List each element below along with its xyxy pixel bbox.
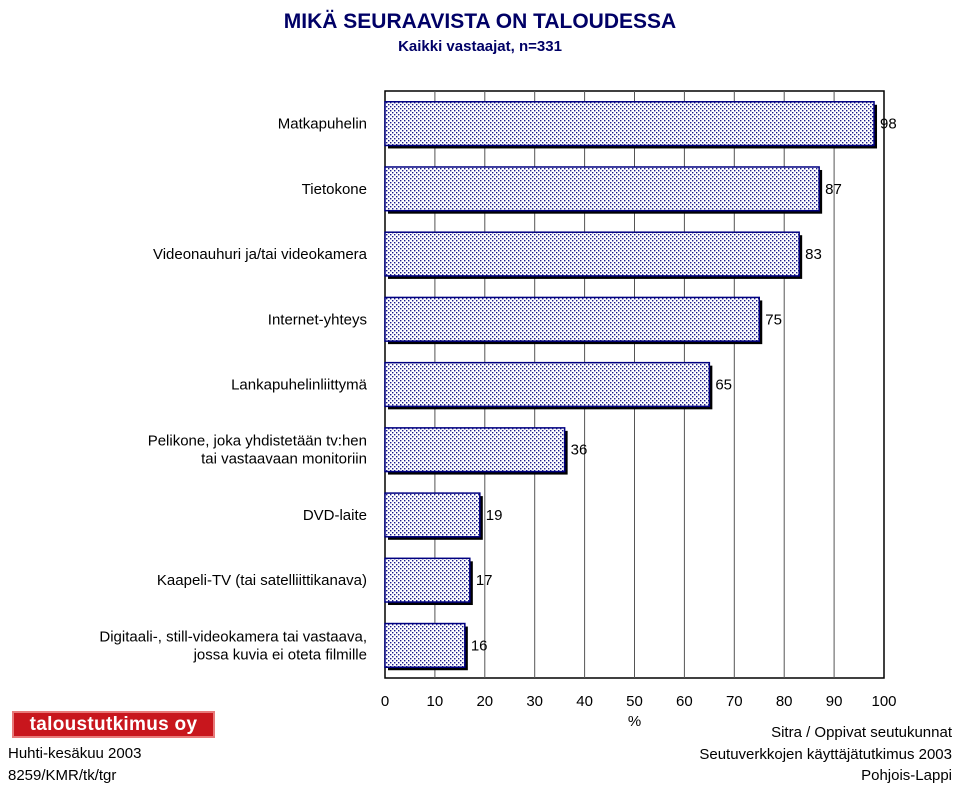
survey-code: 8259/KMR/tk/tgr: [8, 767, 117, 784]
x-tick-label: 90: [826, 693, 843, 710]
bar-value-label: 87: [825, 181, 842, 198]
category-label: Lankapuhelinliittymä: [231, 377, 368, 394]
source-line-3: Pohjois-Lappi: [861, 767, 952, 784]
category-label: Internet-yhteys: [268, 311, 367, 328]
company-logo: taloustutkimus oy: [12, 711, 215, 738]
bar-value-label: 17: [476, 572, 493, 589]
x-tick-label: 20: [476, 693, 493, 710]
bar: [384, 361, 711, 408]
category-label: Matkapuhelin: [278, 116, 367, 133]
bar-value-label: 16: [471, 637, 488, 654]
source-line-2: Seutuverkkojen käyttäjätutkimus 2003: [699, 746, 952, 763]
bar-value-label: 65: [715, 377, 732, 394]
bar: [384, 622, 466, 668]
category-label: Digitaali-, still-videokamera tai vastaa…: [99, 628, 367, 663]
labels: 0 10 20 30 40 50 60 70 80 90 100% 98 Matkapuhelin 87 T…: [99, 116, 896, 730]
category-label: Tietokone: [302, 181, 367, 198]
x-tick-label: 40: [576, 693, 593, 710]
bar: [384, 166, 820, 212]
bar-value-label: 19: [486, 507, 503, 524]
source-line-1: Sitra / Oppivat seutukunnat: [771, 724, 952, 741]
survey-date: Huhti-kesäkuu 2003: [8, 745, 142, 762]
x-tick-label: 60: [676, 693, 693, 710]
category-label: Videonauhuri ja/tai videokamera: [153, 246, 368, 263]
category-label: Kaapeli-TV (tai satelliittikanava): [157, 572, 367, 589]
bar-value-label: 75: [765, 311, 782, 328]
bar-value-label: 83: [805, 246, 822, 263]
bar: [384, 231, 800, 277]
x-tick-label: 30: [526, 693, 543, 710]
chart-title: MIKÄ SEURAAVISTA ON TALOUDESSA: [283, 10, 677, 33]
x-tick-label: 0: [381, 693, 389, 710]
x-tick-label: 70: [726, 693, 743, 710]
bar-value-label: 36: [571, 442, 588, 459]
bar: [384, 296, 760, 342]
bar: [384, 492, 481, 538]
bar: [384, 557, 471, 603]
chart-subtitle: Kaikki vastaajat, n=331: [398, 38, 562, 55]
bar: [384, 101, 875, 147]
bar: [384, 427, 566, 473]
x-tick-label: 10: [427, 693, 444, 710]
bars: [384, 101, 878, 671]
x-tick-label: 80: [776, 693, 793, 710]
x-axis-label: %: [628, 713, 641, 730]
category-label: Pelikone, joka yhdistetään tv:hen tai vas…: [148, 433, 367, 468]
bar-value-label: 98: [880, 116, 897, 133]
x-tick-label: 50: [626, 693, 643, 710]
category-label: DVD-laite: [303, 507, 367, 524]
x-tick-label: 100: [871, 693, 896, 710]
